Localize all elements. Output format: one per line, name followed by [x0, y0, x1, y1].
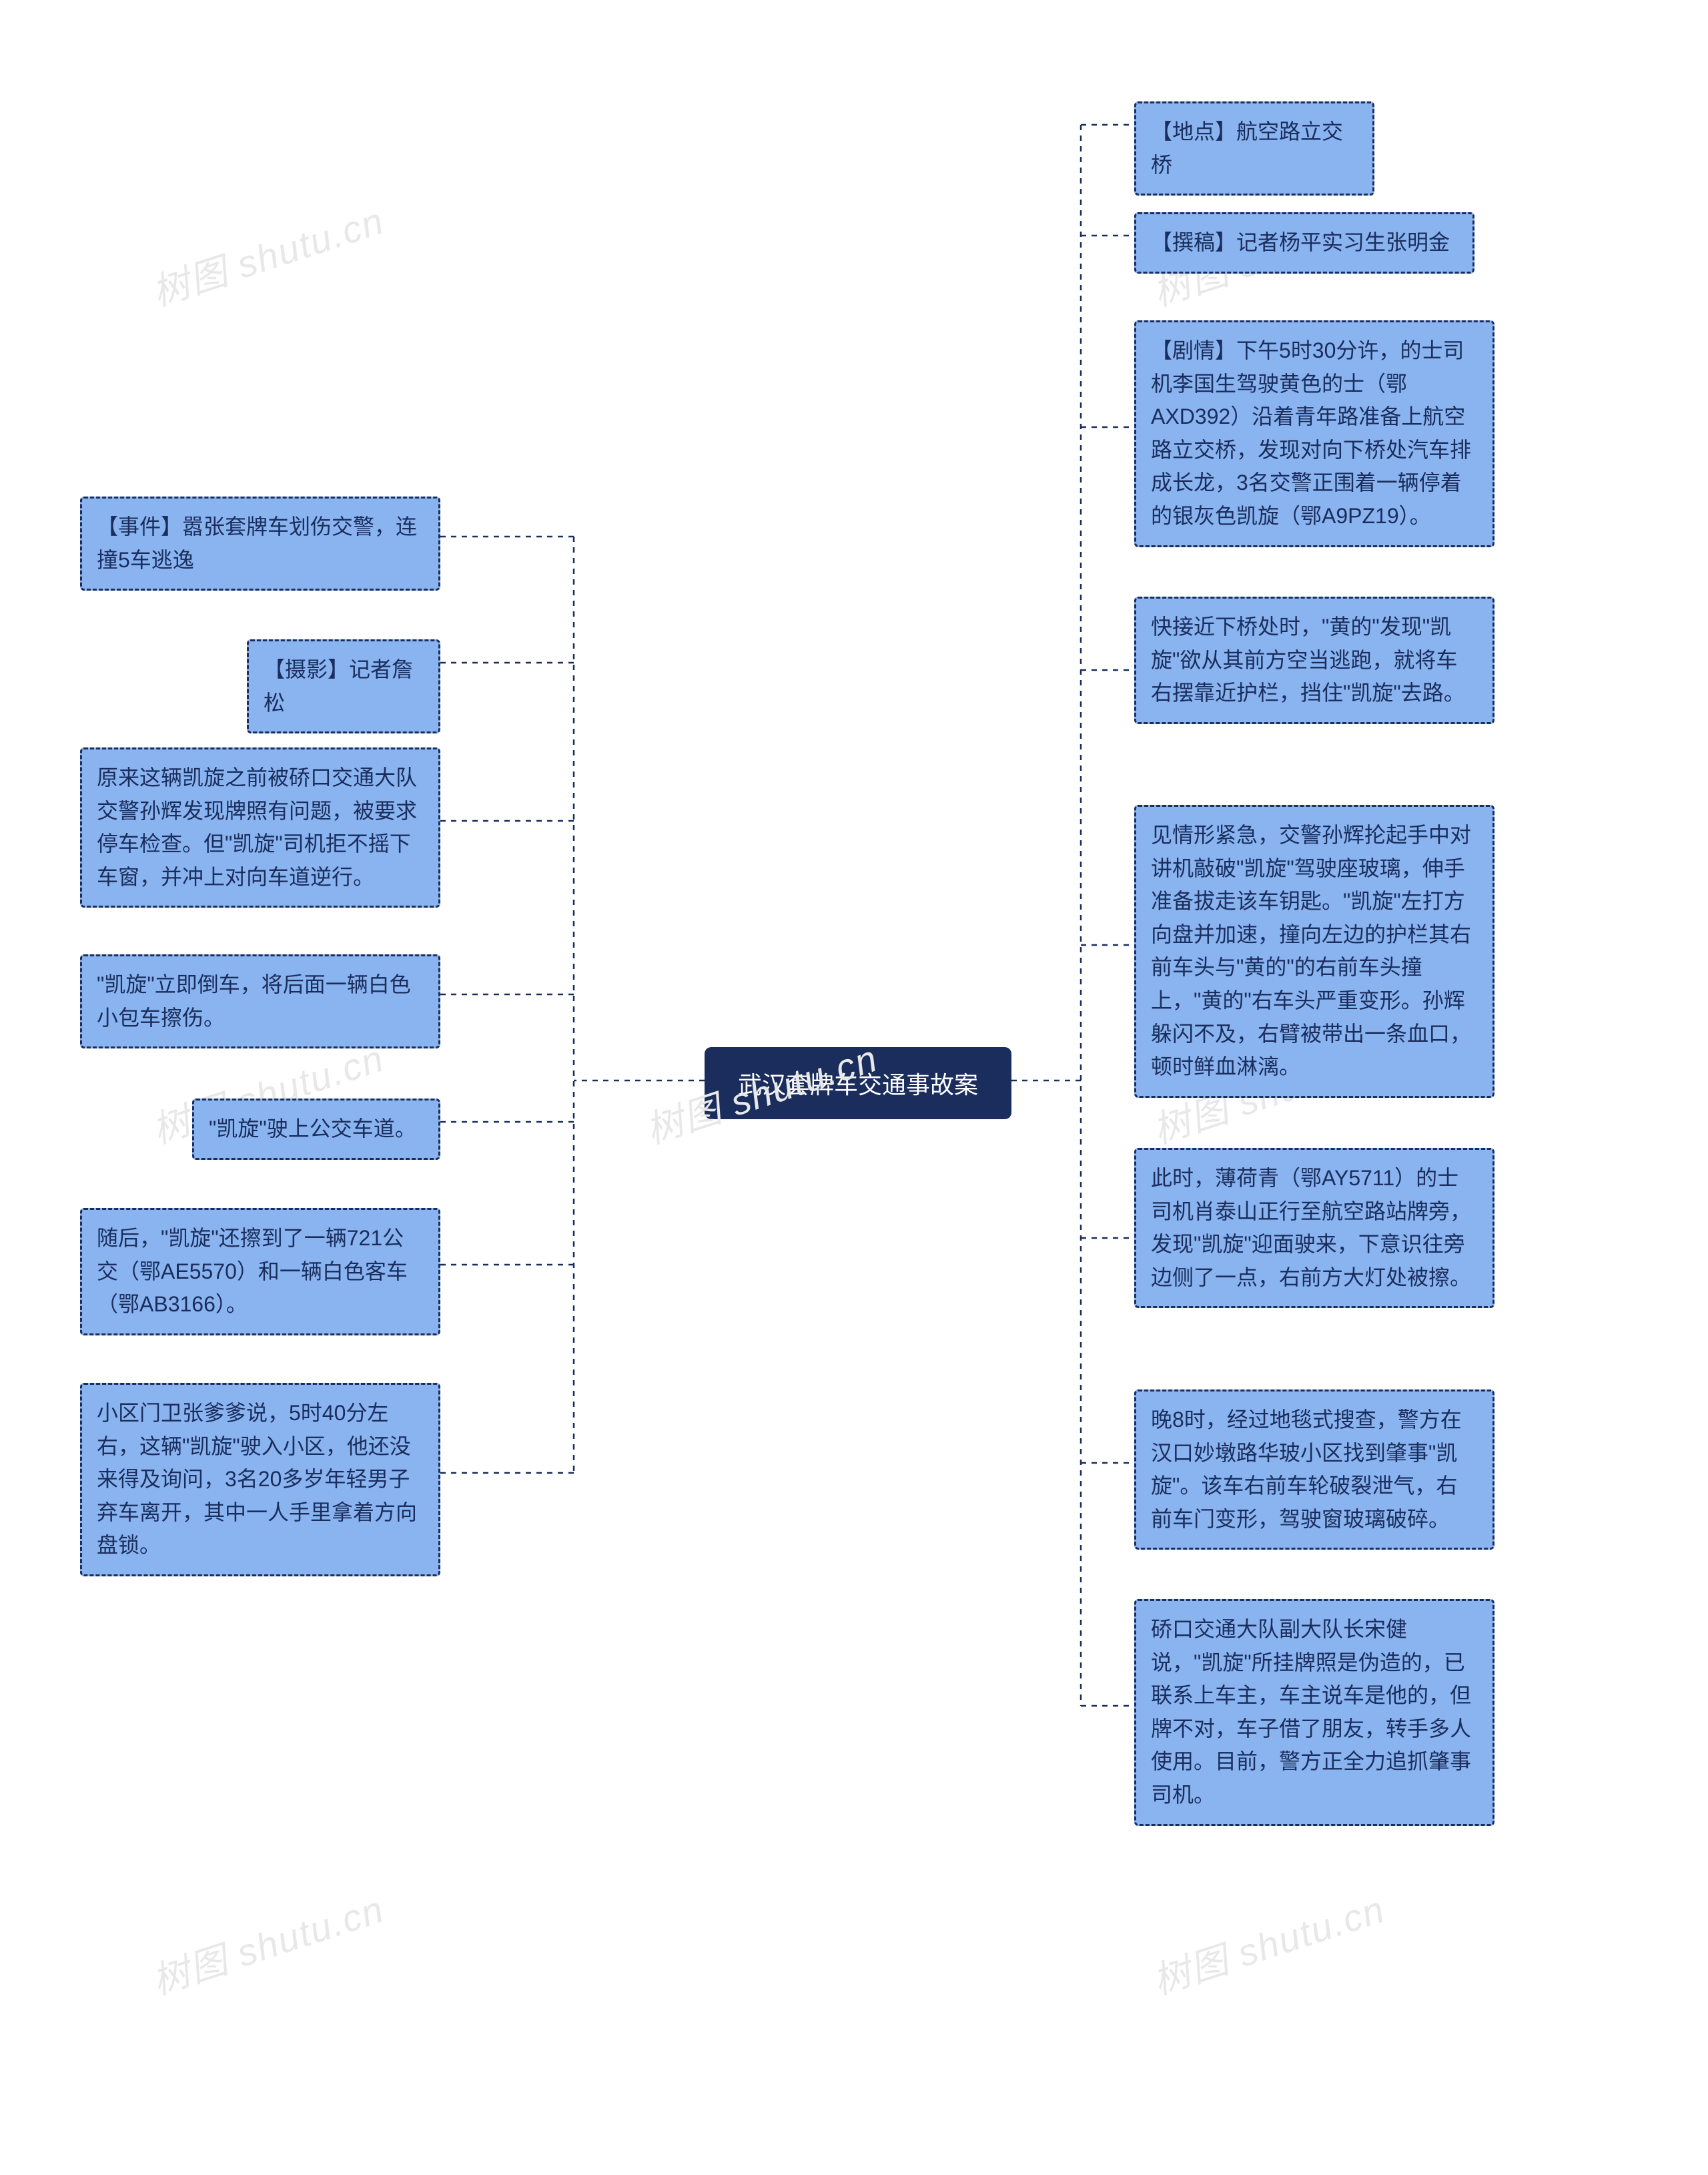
right-node-5: 此时，薄荷青（鄂AY5711）的士司机肖泰山正行至航空路站牌旁，发现"凯旋"迎面…	[1134, 1148, 1494, 1308]
right-node-1: 【撰稿】记者杨平实习生张明金	[1134, 212, 1474, 274]
right-node-4: 见情形紧急，交警孙辉抡起手中对讲机敲破"凯旋"驾驶座玻璃，伸手准备拔走该车钥匙。…	[1134, 805, 1494, 1098]
right-node-3: 快接近下桥处时，"黄的"发现"凯旋"欲从其前方空当逃跑，就将车右摆靠近护栏，挡住…	[1134, 597, 1494, 724]
left-node-6: 小区门卫张爹爹说，5时40分左右，这辆"凯旋"驶入小区，他还没来得及询问，3名2…	[80, 1383, 440, 1576]
left-node-2: 原来这辆凯旋之前被硚口交通大队交警孙辉发现牌照有问题，被要求停车检查。但"凯旋"…	[80, 747, 440, 908]
right-node-2: 【剧情】下午5时30分许，的士司机李国生驾驶黄色的士（鄂AXD392）沿着青年路…	[1134, 320, 1494, 547]
right-node-0: 【地点】航空路立交桥	[1134, 101, 1374, 196]
left-node-3: "凯旋"立即倒车，将后面一辆白色小包车擦伤。	[80, 954, 440, 1048]
watermark: 树图 shutu.cn	[144, 191, 390, 317]
right-node-6: 晚8时，经过地毯式搜查，警方在汉口妙墩路华玻小区找到肇事"凯旋"。该车右前车轮破…	[1134, 1389, 1494, 1550]
watermark: 树图 shutu.cn	[144, 1879, 390, 2005]
right-node-7: 硚口交通大队副大队长宋健说，"凯旋"所挂牌照是伪造的，已联系上车主，车主说车是他…	[1134, 1599, 1494, 1826]
watermark: 树图 shutu.cn	[1145, 1879, 1391, 2005]
left-node-1: 【摄影】记者詹松	[247, 639, 440, 733]
left-node-0: 【事件】嚣张套牌车划伤交警，连撞5车逃逸	[80, 497, 440, 591]
root-node: 武汉套牌车交通事故案	[705, 1047, 1011, 1119]
left-node-5: 随后，"凯旋"还擦到了一辆721公交（鄂AE5570）和一辆白色客车（鄂AB31…	[80, 1208, 440, 1335]
left-node-4: "凯旋"驶上公交车道。	[192, 1099, 440, 1160]
